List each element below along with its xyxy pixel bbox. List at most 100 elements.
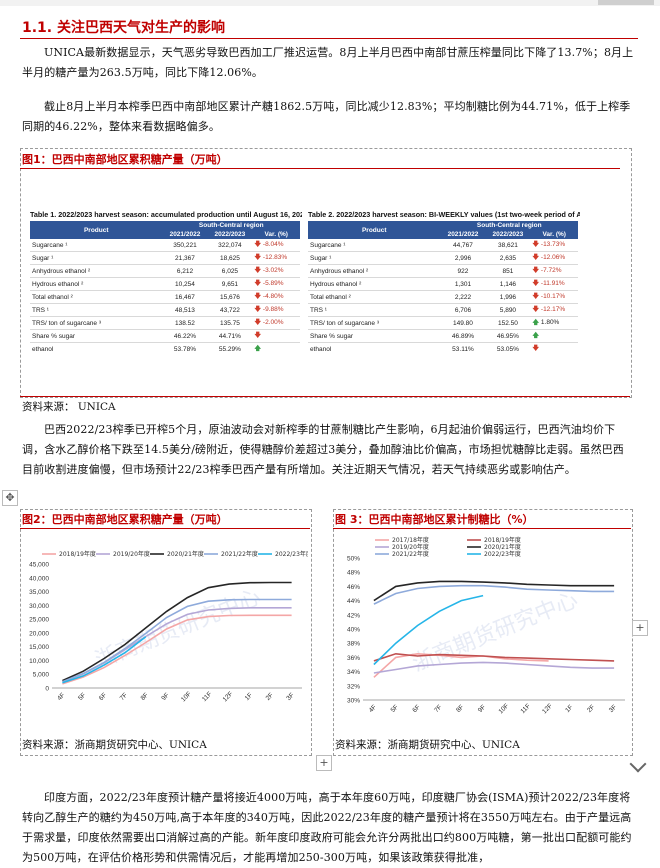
cell-2022: 18,625 — [207, 251, 253, 265]
arrow-up-icon: 🡅 — [254, 344, 262, 352]
figure-1-title: 图1：巴西中南部地区累积糖产量（万吨） — [22, 153, 228, 166]
series-line-2022/23年度 — [373, 594, 484, 666]
figure-3-chart: 浙商期货研究中心30%32%34%36%38%40%42%44%46%48%50… — [347, 536, 625, 716]
cell-2021: 350,221 — [162, 239, 208, 252]
cell-2021: 922 — [440, 264, 486, 278]
figure-2-rule — [20, 528, 310, 529]
table-col-header: Var. (%) — [252, 230, 300, 239]
table-row: ethanol 53.11% 53.05% 🡇 — [308, 342, 578, 352]
arrow-down-icon: 🡇 — [532, 266, 540, 274]
series-line-2021/22年度 — [373, 584, 615, 605]
cell-var: 🡇 -2.00% — [252, 316, 300, 330]
series-line-2020/21年度 — [62, 581, 292, 682]
x-tick-label: 4F — [56, 692, 66, 702]
arrow-down-icon: 🡇 — [254, 266, 262, 274]
x-tick-label: 3F — [285, 692, 295, 702]
cell-2021: 2,996 — [440, 251, 486, 265]
y-tick-label: 30,000 — [29, 603, 49, 610]
row-label: Hydrous ethanol ² — [30, 277, 163, 291]
table-header-product: Product — [308, 221, 441, 239]
x-tick-label: 7F — [119, 692, 129, 702]
table-row: TRS/ ton of sugarcane ³ 138.52 135.75 🡇 -2.… — [30, 316, 300, 330]
y-tick-label: 30% — [347, 698, 360, 705]
row-label: Share % sugar — [30, 329, 163, 343]
row-label: Anhydrous ethanol ² — [308, 264, 441, 278]
legend-label: 2019/20年度 — [113, 550, 150, 558]
cell-2022: 55.29% — [207, 342, 253, 352]
x-tick-label: 5F — [390, 704, 400, 714]
arrow-down-icon: 🡇 — [532, 292, 540, 300]
y-tick-label: 32% — [347, 683, 360, 690]
table-row: Anhydrous ethanol ² 6,212 6,025 🡇 -3.02% — [30, 264, 300, 278]
cell-2021: 6,706 — [440, 303, 486, 317]
y-tick-label: 5,000 — [33, 672, 50, 679]
table-row: Hydrous ethanol ² 1,301 1,146 🡇 -11.91% — [308, 277, 578, 291]
cell-var: 🡇 -12.83% — [252, 251, 300, 265]
cell-var: 🡇 -9.88% — [252, 303, 300, 317]
row-label: Sugarcane ¹ — [30, 239, 163, 252]
x-tick-label: 1F — [244, 692, 254, 702]
cell-var: 🡇 -12.06% — [530, 251, 578, 265]
cell-var: 🡇 — [530, 342, 578, 352]
x-tick-label: 2F — [586, 704, 596, 714]
row-label: ethanol — [30, 342, 163, 352]
x-tick-label: 11F — [519, 703, 532, 716]
table-col-header: 2022/2023 — [207, 230, 253, 239]
arrow-down-icon: 🡇 — [254, 305, 262, 313]
arrow-down-icon: 🡇 — [532, 240, 540, 248]
table-row: TRS ¹ 48,513 43,722 🡇 -9.88% — [30, 303, 300, 317]
series-line-2021/22年度 — [62, 598, 292, 683]
x-tick-label: 9F — [477, 704, 487, 714]
x-tick-label: 4F — [368, 704, 378, 714]
cell-2021: 6,212 — [162, 264, 208, 278]
arrow-down-icon: 🡇 — [254, 279, 262, 287]
cell-2021: 53.78% — [162, 342, 208, 352]
cell-2021: 1,301 — [440, 277, 486, 291]
cell-2021: 21,367 — [162, 251, 208, 265]
table-row: ethanol 53.78% 55.29% 🡅 — [30, 342, 300, 352]
cell-2021: 46.89% — [440, 329, 486, 343]
x-tick-label: 1F — [564, 704, 574, 714]
cell-var: 🡇 -12.17% — [530, 303, 578, 317]
table-row: Sugarcane ¹ 350,221 322,074 🡇 -8.04% — [30, 239, 300, 252]
x-tick-label: 3F — [608, 704, 618, 714]
legend-label: 2021/22年度 — [392, 550, 429, 558]
cell-2022: 53.05% — [485, 342, 531, 352]
legend-label: 2021/22年度 — [221, 550, 258, 558]
cell-var: 🡅 1.80% — [530, 316, 578, 330]
cell-var: 🡇 -11.91% — [530, 277, 578, 291]
add-column-button[interactable]: + — [632, 620, 648, 636]
title-rule — [20, 38, 638, 39]
figure-1-frame — [20, 148, 632, 398]
cell-var: 🡇 -5.89% — [252, 277, 300, 291]
move-handle-icon[interactable]: ✥ — [2, 490, 18, 506]
table-row: Total ethanol ² 16,467 15,676 🡇 -4.80% — [30, 290, 300, 304]
x-tick-label: 11F — [201, 691, 214, 704]
paragraph-4: 印度方面，2022/23年度预计糖产量将接近4000万吨，高于本年度60万吨，印… — [22, 791, 632, 864]
paragraph-2: 截止8月上半月本榨季巴西中南部地区累计产糖1862.5万吨，同比减少12.83%… — [22, 100, 631, 133]
figure-2-source: 资料来源：浙商期货研究中心、UNICA — [22, 739, 207, 751]
legend-label: 2018/19年度 — [484, 536, 521, 544]
arrow-down-icon: 🡇 — [254, 253, 262, 261]
y-tick-label: 20,000 — [29, 630, 49, 637]
table-2-block: Table 2. 2022/2023 harvest season: BI-WE… — [308, 210, 580, 352]
cell-var: 🡇 -8.04% — [252, 239, 300, 252]
resize-handle-icon[interactable] — [629, 755, 647, 773]
section-title: 1.1. 关注巴西天气对生产的影响 — [22, 20, 225, 36]
series-line-2018/19年度 — [62, 614, 292, 685]
arrow-down-icon: 🡇 — [532, 344, 540, 352]
cell-2022: 46.95% — [485, 329, 531, 343]
x-tick-label: 12F — [541, 702, 554, 715]
table-header-product: Product — [30, 221, 163, 239]
add-row-button[interactable]: + — [316, 755, 332, 771]
cell-var: 🡇 -4.80% — [252, 290, 300, 304]
row-label: Anhydrous ethanol ² — [30, 264, 163, 278]
x-tick-label: 6F — [98, 692, 108, 702]
legend-label: 2020/21年度 — [167, 550, 204, 558]
cell-2022: 322,074 — [207, 239, 253, 252]
table-1-block: Table 1. 2022/2023 harvest season: accum… — [30, 210, 302, 352]
figure-3-rule — [333, 528, 631, 529]
row-label: TRS ¹ — [308, 303, 441, 317]
row-label: TRS ¹ — [30, 303, 163, 317]
arrow-up-icon: 🡅 — [532, 331, 540, 339]
